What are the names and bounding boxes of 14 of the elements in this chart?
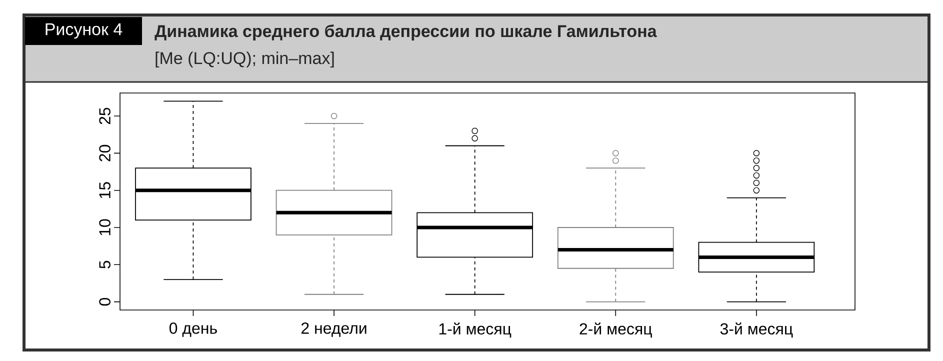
y-tick-label: 0	[99, 298, 110, 306]
y-tick-label: 20	[99, 144, 110, 162]
chart-subtitle: [Me (LQ:UQ); min–max]	[156, 52, 334, 68]
x-tick-label: 3-й месяц	[720, 322, 793, 338]
y-tick-label: 10	[99, 219, 110, 236]
x-tick-label: 2-й месяц	[580, 322, 652, 338]
chart-title: Динамика среднего балла депрессии по шкале Гамильтона	[154, 24, 657, 41]
text: Рисунок 4	[46, 23, 122, 39]
x-tick-label: 0 день	[169, 322, 217, 337]
y-tick-label: 5	[99, 260, 110, 268]
y-tick-label: 25	[99, 108, 110, 124]
x-tick-label: 1-й месяц	[439, 322, 512, 338]
x-tick-label: 2 недели	[301, 322, 366, 337]
y-tick-label: 15	[99, 182, 110, 198]
